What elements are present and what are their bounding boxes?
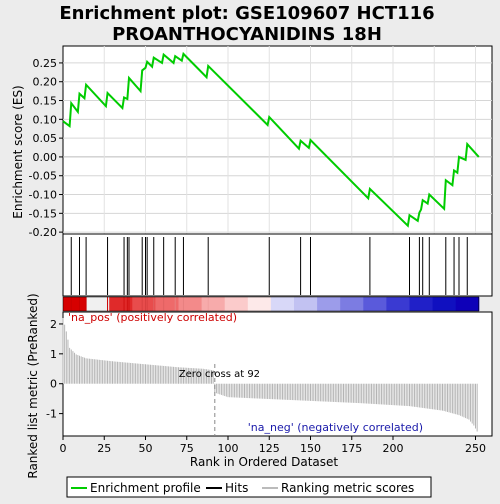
ranking-metric-bars [62, 317, 478, 432]
enrichment-profile-line [62, 51, 480, 228]
es-tick-label: 0.05 [33, 132, 58, 145]
x-tick-label: 200 [383, 442, 404, 455]
color-bar-segment [432, 297, 457, 311]
metric-panel [62, 311, 493, 437]
color-bar-segment [86, 297, 110, 311]
chart-title-line2: PROANTHOCYANIDINS 18H [112, 24, 382, 45]
color-bar-segment [155, 297, 179, 311]
zero-cross-label: Zero cross at 92 [179, 369, 260, 380]
hit-lines [70, 237, 468, 295]
es-grid [63, 46, 492, 234]
color-bar-segment [178, 297, 203, 311]
es-tick-label: 0.00 [33, 151, 58, 164]
es-y-ticks: -0.20 -0.15 -0.10 -0.05 0.00 0.05 0.10 0.15 0.20… [29, 57, 63, 239]
metric-y-ticks: -1 0 1 2 [46, 318, 63, 421]
legend-hits-label: Hits [225, 481, 248, 495]
color-bar-segment [363, 297, 387, 311]
metric-tick-label: 2 [50, 318, 57, 331]
es-y-axis-label: Enrichment score (ES) [11, 85, 25, 218]
es-tick-label: -0.15 [29, 207, 57, 220]
color-bar-segment [455, 297, 480, 311]
es-tick-label: 0.15 [33, 95, 58, 108]
color-bar-segment [247, 297, 272, 311]
es-tick-label: 0.25 [33, 57, 58, 70]
es-tick-label: -0.05 [29, 170, 57, 183]
color-bar-segment [270, 297, 295, 311]
x-tick-label: 250 [465, 442, 486, 455]
es-tick-label: -0.10 [29, 189, 57, 202]
neg-correlated-label: 'na_neg' (negatively correlated) [248, 421, 423, 434]
es-tick-label: -0.20 [29, 226, 57, 239]
x-tick-label: 75 [180, 442, 194, 455]
chart-title-line1: Enrichment plot: GSE109607 HCT116 [59, 3, 434, 24]
color-bar-segment [340, 297, 364, 311]
es-tick-label: 0.10 [33, 113, 58, 126]
color-bar-segment [63, 297, 87, 311]
legend-box [66, 476, 432, 498]
x-tick-label: 100 [218, 442, 239, 455]
rank-color-bar [62, 296, 480, 312]
color-bar-segment [132, 297, 156, 311]
es-panel [62, 45, 493, 235]
x-tick-label: 125 [259, 442, 280, 455]
metric-tick-label: 0 [50, 378, 57, 391]
x-tick-label: 25 [97, 442, 111, 455]
color-bar-segment [201, 297, 226, 311]
x-tick-label: 0 [60, 442, 67, 455]
color-bar-segment [224, 297, 249, 311]
color-bar-segment [409, 297, 434, 311]
pos-correlated-label: 'na_pos' (positively correlated) [68, 311, 237, 324]
legend-ranking-label: Ranking metric scores [281, 481, 414, 495]
color-bar-frame [62, 296, 480, 312]
x-tick-label: 150 [300, 442, 321, 455]
metric-y-axis-label: Ranked list metric (PreRanked) [26, 293, 40, 478]
color-bar-segment [386, 297, 410, 311]
metric-tick-label: 1 [50, 348, 57, 361]
legend-enrichment-label: Enrichment profile [90, 481, 201, 495]
metric-tick-label: -1 [46, 408, 57, 421]
metric-x-ticks: 0 25 50 75 100 125 150 175 200 250 [60, 436, 486, 455]
color-bar-segment [317, 297, 341, 311]
x-axis-label: Rank in Ordered Dataset [190, 455, 338, 469]
hits-panel [62, 233, 493, 297]
color-bar-segment [294, 297, 318, 311]
es-tick-label: 0.20 [33, 76, 58, 89]
legend: Enrichment profile Hits Ranking metric s… [66, 476, 432, 498]
x-tick-label: 175 [341, 442, 362, 455]
x-tick-label: 50 [139, 442, 153, 455]
